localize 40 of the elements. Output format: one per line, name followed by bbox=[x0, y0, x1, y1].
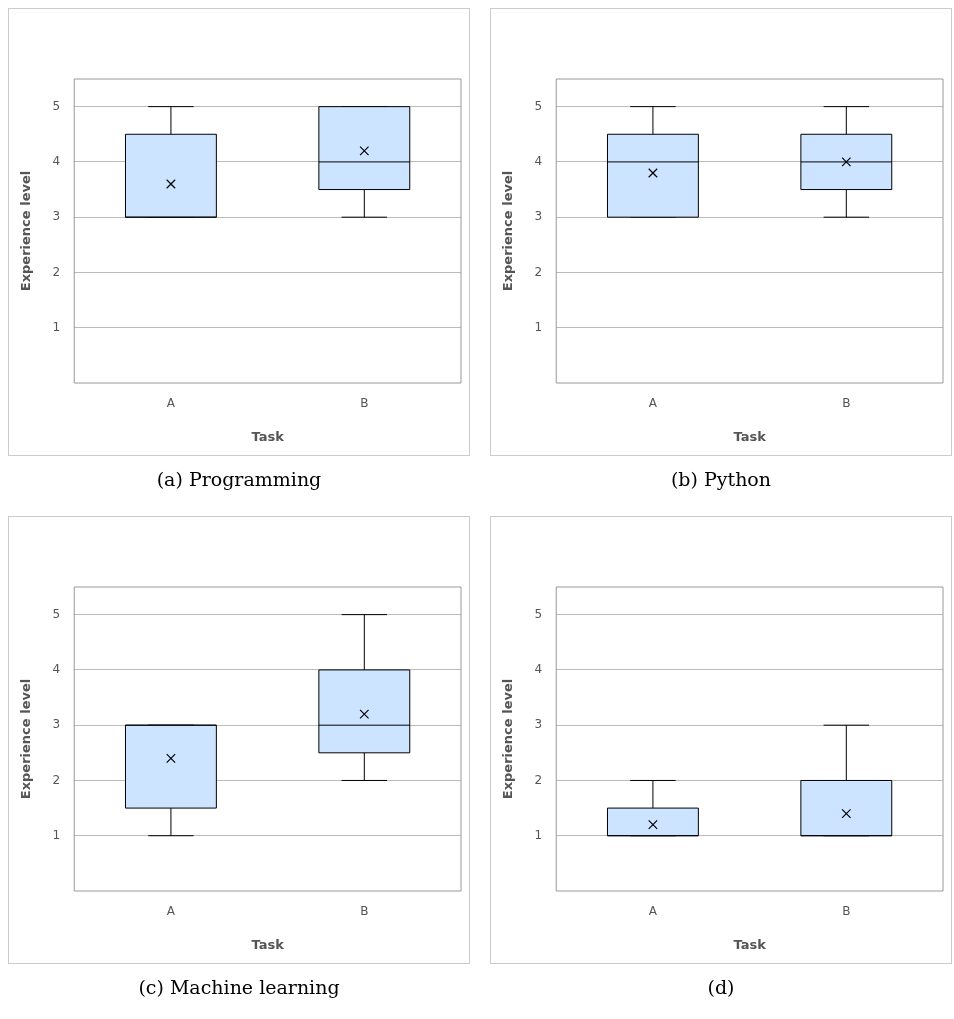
x-tick-label: A bbox=[648, 396, 658, 411]
y-tick-label: 5 bbox=[534, 98, 543, 113]
y-tick-label: 3 bbox=[52, 717, 61, 732]
text: (d) bbox=[706, 976, 736, 1000]
x-axis-title: Task bbox=[251, 428, 285, 444]
y-tick-label: 3 bbox=[52, 209, 61, 224]
y-tick-label: 4 bbox=[534, 154, 543, 169]
y-tick-label: 2 bbox=[52, 264, 61, 279]
y-tick-label: 4 bbox=[52, 154, 61, 169]
y-tick-label: 2 bbox=[534, 264, 543, 279]
y-tick-label: 3 bbox=[534, 717, 543, 732]
y-tick-label: 2 bbox=[52, 772, 61, 787]
x-tick-label: B bbox=[842, 904, 851, 919]
x-tick-label: A bbox=[166, 904, 176, 919]
y-tick-label: 3 bbox=[534, 209, 543, 224]
y-tick-label: 5 bbox=[52, 606, 61, 621]
y-tick-label: 1 bbox=[534, 319, 543, 334]
x-axis-title: Task bbox=[733, 428, 767, 444]
x-tick-label: B bbox=[842, 396, 851, 411]
y-tick-label: 4 bbox=[534, 662, 543, 677]
y-tick-label: 4 bbox=[52, 662, 61, 677]
text: (a) Programming bbox=[155, 468, 323, 492]
x-tick-label: B bbox=[360, 904, 369, 919]
y-axis-title: Experience level bbox=[18, 170, 34, 292]
y-tick-label: 1 bbox=[52, 827, 61, 842]
text: (b) Python bbox=[669, 468, 773, 492]
x-axis-title: Task bbox=[251, 936, 285, 952]
y-tick-label: 5 bbox=[52, 98, 61, 113]
y-tick-label: 5 bbox=[534, 606, 543, 621]
y-axis-title: Experience level bbox=[18, 678, 34, 800]
y-axis-title: Experience level bbox=[500, 678, 516, 800]
y-tick-label: 1 bbox=[52, 319, 61, 334]
y-axis-title: Experience level bbox=[500, 170, 516, 292]
x-tick-label: A bbox=[648, 904, 658, 919]
y-tick-label: 2 bbox=[534, 772, 543, 787]
text: (c) Machine learning bbox=[137, 976, 341, 1000]
x-tick-label: B bbox=[360, 396, 369, 411]
x-tick-label: A bbox=[166, 396, 176, 411]
y-tick-label: 1 bbox=[534, 827, 543, 842]
x-axis-title: Task bbox=[733, 936, 767, 952]
